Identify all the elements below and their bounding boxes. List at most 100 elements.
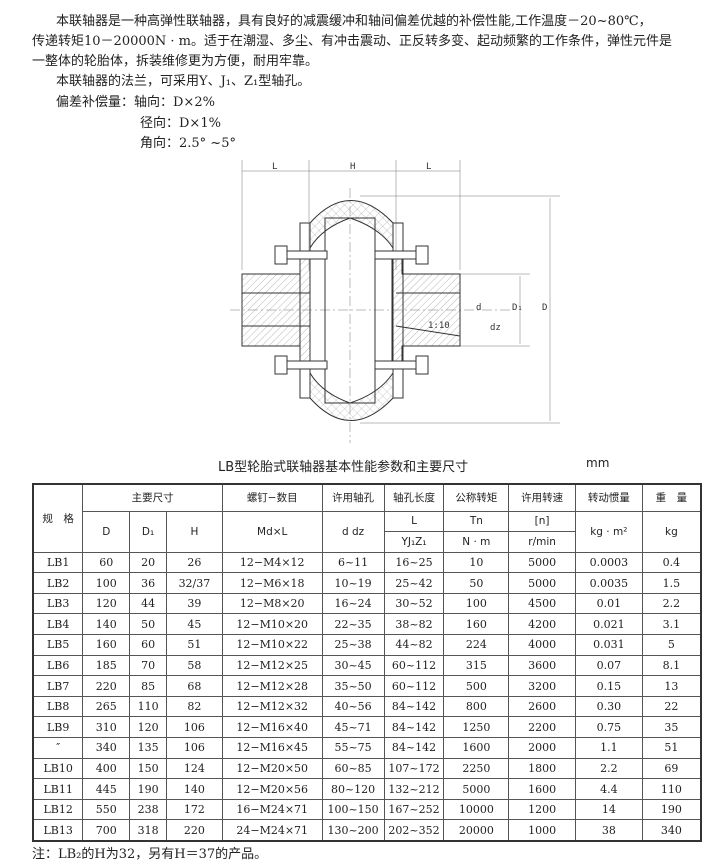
header-Tn-unit: N · m <box>443 531 510 553</box>
table-cell: 100 <box>443 592 510 615</box>
table-cell: 80~120 <box>321 778 385 800</box>
table-cell: 84~142 <box>383 737 445 759</box>
table-cell: 224 <box>443 634 510 656</box>
table-note: 注：LB₂的H为32，另有H＝37的产品。 <box>32 847 268 862</box>
label-dz: dz <box>490 323 501 333</box>
table-row: LB2 100 36 32/37 12−M6×18 10~19 25~42 50 5000 0.0… <box>32 572 702 594</box>
table-cell: 5 <box>641 634 702 656</box>
table-cell: 220 <box>166 819 223 842</box>
table-cell: 8.1 <box>641 654 702 677</box>
table-cell: 14 <box>574 798 643 821</box>
table-cell: 106 <box>166 716 223 739</box>
table-cell: 6~11 <box>321 551 385 574</box>
table-cell: LB3 <box>32 592 84 615</box>
table-cell: 310 <box>82 716 131 739</box>
table-cell: 120 <box>129 716 168 739</box>
intro-line: 一整体的轮胎体，拆装维修更为方便，耐用牢靠。 <box>32 54 319 69</box>
table-cell: 500 <box>443 675 510 697</box>
table-cell: 190 <box>129 778 168 800</box>
table-cell: 318 <box>129 819 168 842</box>
label-taper: 1:10 <box>428 321 450 331</box>
table-cell: 1.1 <box>574 737 643 759</box>
table-row: LB7 220 85 68 12−M12×28 35~50 60~112 500 3200 0.1… <box>32 675 702 697</box>
table-cell: 140 <box>166 778 223 800</box>
table-cell: 70 <box>129 654 168 677</box>
spec-table: 规 格 主要尺寸 螺钉−数目 许用轴孔 轴孔长度 公称转矩 许用转速 转动惯量 … <box>32 483 702 842</box>
table-cell: 4000 <box>508 634 576 656</box>
table-cell: 38~82 <box>383 613 445 636</box>
table-cell: 5000 <box>508 572 576 594</box>
table-cell: 3200 <box>508 675 576 697</box>
table-row: LB4 140 50 45 12−M10×20 22~35 38~82 160 4200 0.02… <box>32 613 702 636</box>
header-spec: 规 格 <box>32 483 84 553</box>
table-cell: LB4 <box>32 613 84 636</box>
header-H: H <box>166 510 223 553</box>
table-cell: 0.01 <box>574 592 643 615</box>
table-cell: 12−M16×40 <box>221 716 323 739</box>
header-n: [n] <box>508 510 576 533</box>
header-weight: 重 量 <box>641 483 702 512</box>
table-cell: 12−M20×56 <box>221 778 323 800</box>
table-cell: 30~52 <box>383 592 445 615</box>
header-torque: 公称转矩 <box>443 483 510 512</box>
table-cell: 0.021 <box>574 613 643 636</box>
table-cell: 140 <box>82 613 131 636</box>
table-cell: 45~71 <box>321 716 385 739</box>
table-cell: 700 <box>82 819 131 842</box>
table-cell: 30~45 <box>321 654 385 677</box>
table-cell: 55~75 <box>321 737 385 759</box>
table-row: LB6 185 70 58 12−M12×25 30~45 60~112 315 3600 0.0… <box>32 654 702 677</box>
header-bore-sub: d dz <box>321 510 385 553</box>
table-cell: 32/37 <box>166 572 223 594</box>
table-cell: 16~25 <box>383 551 445 574</box>
table-cell: 0.4 <box>641 551 702 574</box>
table-cell: 800 <box>443 695 510 718</box>
table-cell: LB5 <box>32 634 84 656</box>
label-D1: D₁ <box>512 303 523 313</box>
table-cell: 12−M8×20 <box>221 592 323 615</box>
table-cell: 4.4 <box>574 778 643 800</box>
table-cell: 550 <box>82 798 131 821</box>
table-row: LB5 160 60 51 12−M10×22 25~38 44~82 224 4000 0.03… <box>32 634 702 656</box>
table-cell: 13 <box>641 675 702 697</box>
header-bore: 许用轴孔 <box>321 483 385 512</box>
table-cell: 2250 <box>443 757 510 780</box>
table-cell: LB13 <box>32 819 84 842</box>
table-cell: LB9 <box>32 716 84 739</box>
table-cell: 120 <box>82 592 131 615</box>
table-cell: 10 <box>443 551 510 574</box>
table-row: LB1 60 20 26 12−M4×12 6~11 16~25 10 5000 0.0003 0.… <box>32 551 702 574</box>
label-d: d <box>476 303 481 313</box>
table-cell: 135 <box>129 737 168 759</box>
table-cell: 20 <box>129 551 168 574</box>
table-cell: 12−M10×22 <box>221 634 323 656</box>
table-cell: 1600 <box>443 737 510 759</box>
table-cell: LB7 <box>32 675 84 697</box>
table-cell: 35~50 <box>321 675 385 697</box>
table-cell: 12−M10×20 <box>221 613 323 636</box>
table-cell: 84~142 <box>383 716 445 739</box>
header-Tn: Tn <box>443 510 510 533</box>
table-cell: LB8 <box>32 695 84 718</box>
table-cell: 60 <box>129 634 168 656</box>
table-cell: 10000 <box>443 798 510 821</box>
table-row: ″ 340 135 106 12−M16×45 55~75 84~142 1600 2000 1.… <box>32 737 702 759</box>
table-cell: 1200 <box>508 798 576 821</box>
table-cell: 26 <box>166 551 223 574</box>
table-cell: 24−M24×71 <box>221 819 323 842</box>
table-cell: ″ <box>32 737 84 759</box>
table-cell: 238 <box>129 798 168 821</box>
table-cell: 4500 <box>508 592 576 615</box>
table-row: LB10 400 150 124 12−M20×50 60~85 107~172 2250 18… <box>32 757 702 780</box>
label-D: D <box>542 303 547 313</box>
header-D: D <box>82 510 131 553</box>
header-inertia-unit: kg · m² <box>574 510 643 553</box>
table-cell: 190 <box>641 798 702 821</box>
intro-line: 径向：D×1% <box>140 116 221 131</box>
label-L-right: L <box>426 162 431 172</box>
table-cell: 12−M6×18 <box>221 572 323 594</box>
table-cell: 60~85 <box>321 757 385 780</box>
table-row: LB13 700 318 220 24−M24×71 130~200 202~352 2000… <box>32 819 702 842</box>
table-cell: 315 <box>443 654 510 677</box>
table-title: LB型轮胎式联轴器基本性能参数和主要尺寸 <box>218 460 469 475</box>
